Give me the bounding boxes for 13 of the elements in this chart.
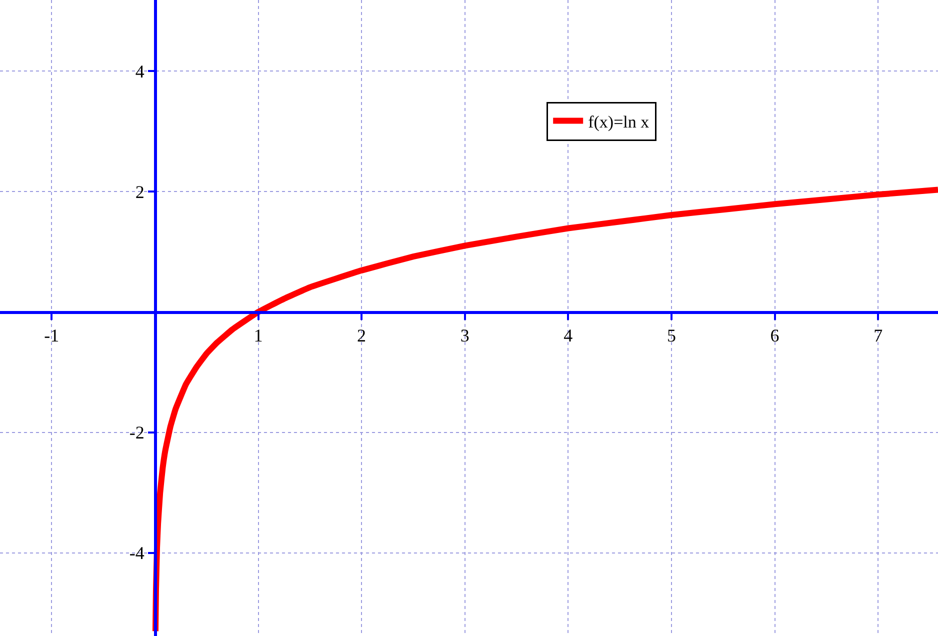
x-tick-label: 5 <box>666 326 676 346</box>
y-tick-label: 2 <box>135 182 144 202</box>
y-tick-label: 4 <box>135 61 144 82</box>
x-tick-label: 6 <box>770 326 780 346</box>
x-tick-label: 3 <box>460 326 470 346</box>
x-tick-label: -1 <box>44 326 60 346</box>
x-tick-label: 2 <box>357 326 366 346</box>
x-tick-label: 4 <box>564 326 573 346</box>
y-tick-label: -4 <box>129 543 144 564</box>
y-tick-label: -2 <box>129 422 144 443</box>
legend-label: f(x)=ln x <box>588 112 650 132</box>
x-tick-label: 7 <box>874 326 883 346</box>
x-tick-label: 1 <box>254 326 263 346</box>
